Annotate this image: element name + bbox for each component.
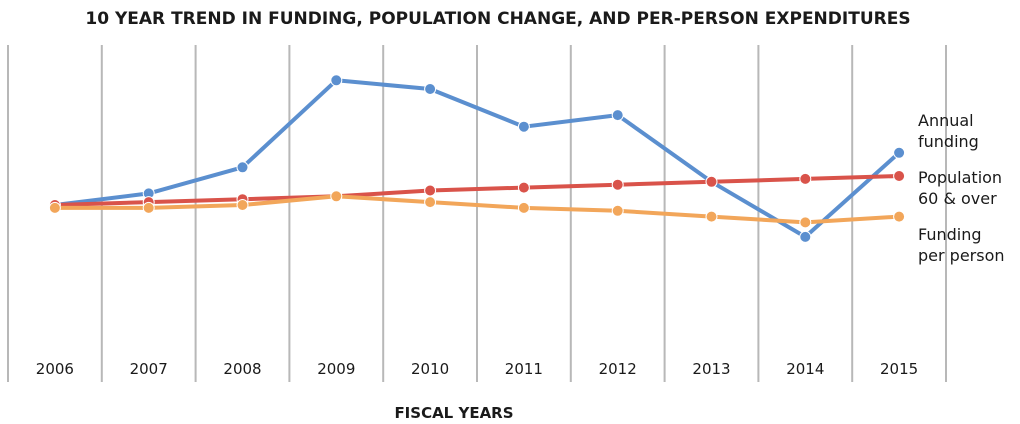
data-point bbox=[330, 190, 343, 203]
x-tick-label: 2015 bbox=[880, 360, 918, 378]
series-line bbox=[52, 194, 902, 225]
data-point bbox=[893, 170, 906, 182]
data-point bbox=[517, 201, 530, 214]
x-tick-label: 2009 bbox=[317, 360, 355, 378]
data-point bbox=[236, 199, 249, 211]
data-point bbox=[424, 184, 437, 197]
series-line bbox=[52, 174, 902, 207]
legend-entry: Funding per person bbox=[918, 225, 1005, 265]
data-point bbox=[705, 175, 718, 188]
x-axis-label: FISCAL YEARS bbox=[394, 404, 513, 422]
x-tick-label: 2006 bbox=[36, 360, 74, 378]
x-tick-label: 2008 bbox=[223, 360, 261, 378]
series-line bbox=[52, 78, 902, 239]
legend-entry: Annual funding bbox=[918, 111, 979, 151]
x-tick-label: 2012 bbox=[599, 360, 637, 378]
x-axis-ticks: 2006 2007 2008 2009 2010 2011 2012 2013 2014 2015 bbox=[36, 360, 918, 378]
data-point bbox=[236, 161, 249, 174]
legend: Annual funding Population 60 & over Funding p… bbox=[918, 111, 1005, 265]
data-point bbox=[893, 146, 906, 159]
x-tick-label: 2010 bbox=[411, 360, 449, 378]
x-tick-label: 2007 bbox=[130, 360, 168, 378]
data-point bbox=[799, 172, 812, 185]
data-point bbox=[517, 120, 530, 133]
data-point bbox=[517, 181, 530, 194]
data-point bbox=[48, 201, 61, 214]
gridlines bbox=[7, 45, 947, 382]
chart-title: 10 YEAR TREND IN FUNDING, POPULATION CHA… bbox=[85, 9, 910, 29]
series-layer bbox=[48, 74, 906, 243]
data-point bbox=[799, 216, 812, 229]
series-3 bbox=[48, 190, 906, 229]
data-point bbox=[424, 83, 437, 95]
data-point bbox=[330, 74, 343, 87]
data-point bbox=[893, 210, 906, 223]
data-point bbox=[705, 210, 718, 223]
legend-entry: Population 60 & over bbox=[918, 168, 1002, 208]
x-tick-label: 2014 bbox=[786, 360, 824, 378]
x-tick-label: 2013 bbox=[692, 360, 730, 378]
data-point bbox=[611, 109, 624, 122]
data-point bbox=[142, 201, 155, 214]
data-point bbox=[611, 178, 624, 191]
data-point bbox=[424, 196, 437, 209]
data-point bbox=[799, 230, 812, 243]
x-tick-label: 2011 bbox=[505, 360, 543, 378]
data-point bbox=[611, 204, 624, 217]
